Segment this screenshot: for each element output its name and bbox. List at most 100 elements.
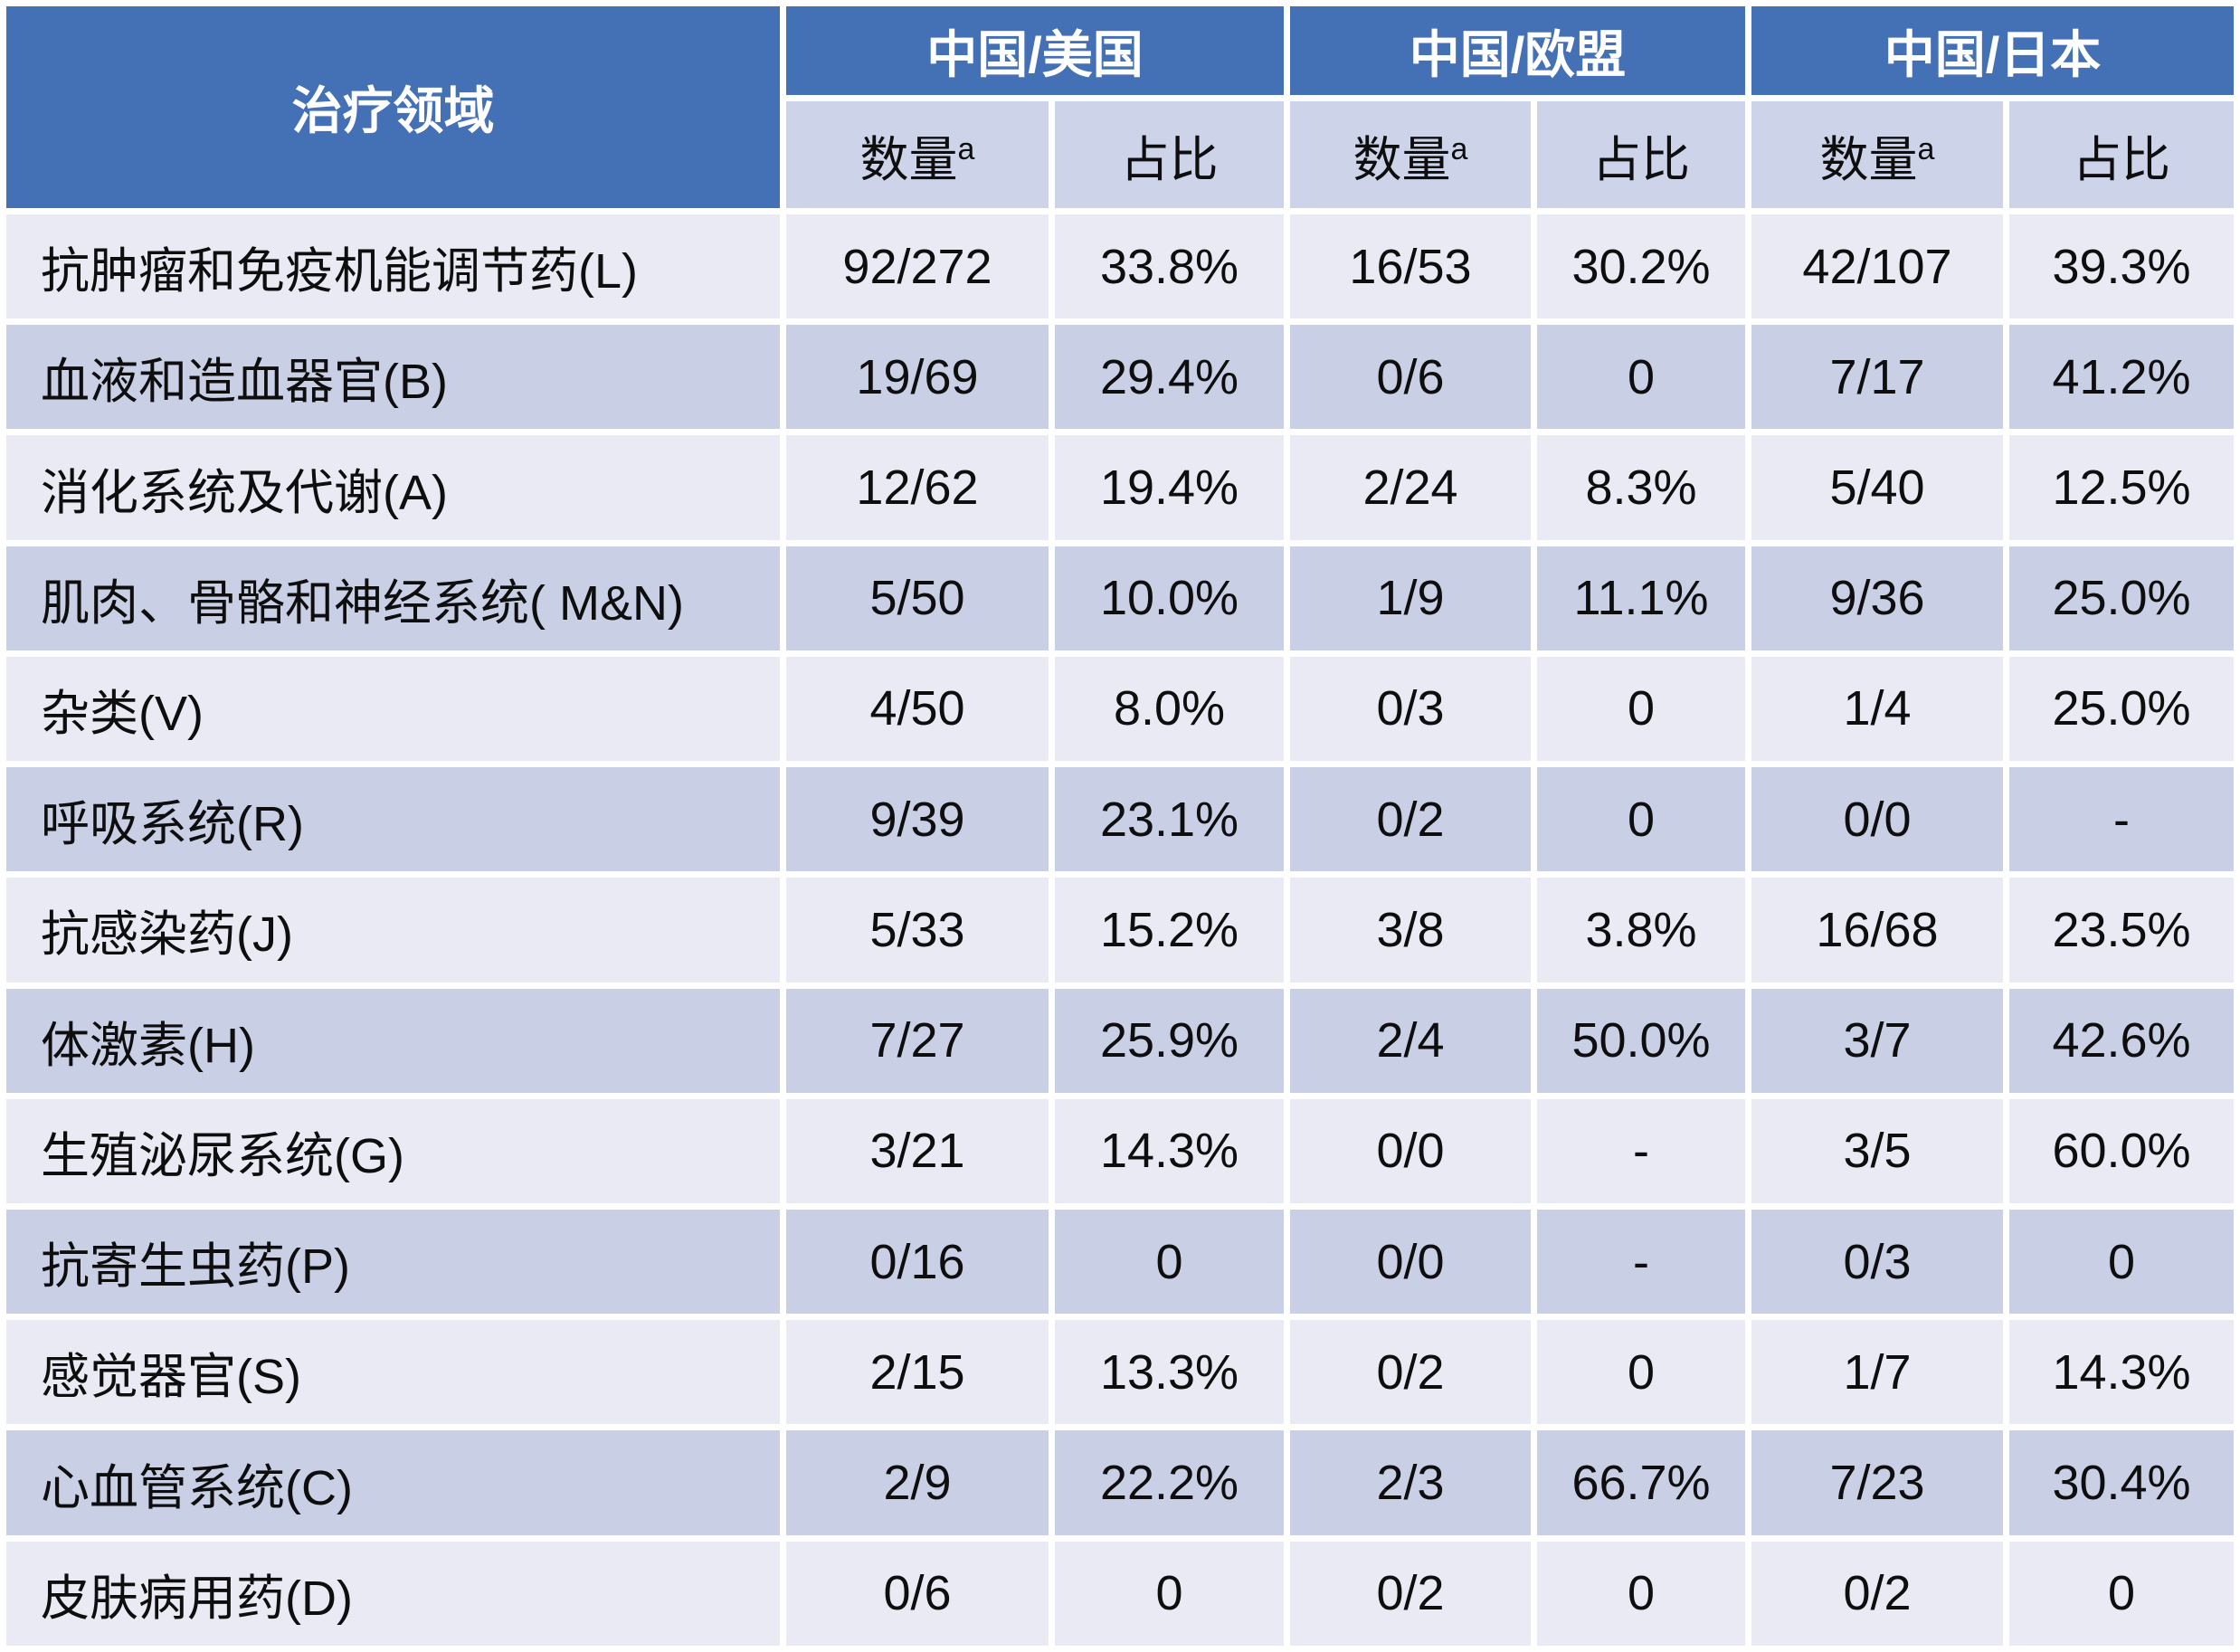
us-count-cell: 4/50 [786, 656, 1049, 762]
us-count-cell: 2/15 [786, 1320, 1049, 1425]
table-row: 呼吸系统(R) 9/39 23.1% 0/2 0 0/0- [6, 767, 2234, 872]
eu-count-cell: 0/2 [1290, 1320, 1531, 1425]
eu-ratio-cell: 11.1% [1537, 546, 1745, 650]
us-ratio-cell: 19.4% [1055, 435, 1284, 540]
eu-ratio-cell: 50.0% [1537, 988, 1745, 1093]
jp-ratio-cell: 25.0% [2009, 656, 2234, 762]
table-row: 消化系统及代谢(A) 12/62 19.4% 2/24 8.3% 5/40 12.5% [6, 435, 2234, 540]
us-count-cell: 2/9 [786, 1430, 1049, 1535]
sub-header-count-superscript: a [1917, 131, 1935, 166]
eu-ratio-cell: 30.2% [1537, 214, 1745, 319]
jp-ratio-cell: 23.5% [2009, 878, 2234, 983]
jp-ratio-cell: 30.4% [2009, 1430, 2234, 1535]
table-header: 治疗领域 中国/美国 中国/欧盟 中国/日本 数量a 占比 数量a 占比 数量a… [6, 6, 2234, 208]
table-row: 心血管系统(C) 2/9 22.2% 2/3 66.7% 7/23 30.4% [6, 1430, 2234, 1535]
therapeutic-area-label: 血液和造血器官(B) [6, 325, 780, 430]
sub-header-ratio-jp: 占比 [2009, 101, 2234, 208]
sub-header-count-jp: 数量a [1751, 101, 2003, 208]
eu-count-cell: 0/3 [1290, 656, 1531, 762]
eu-count-cell: 1/9 [1290, 546, 1531, 650]
table-row: 抗肿瘤和免疫机能调节药(L) 92/272 33.8% 16/53 30.2% 42/10… [6, 214, 2234, 319]
therapeutic-area-label: 肌肉、骨骼和神经系统( M&N) [6, 546, 780, 650]
jp-count-cell: 1/7 [1751, 1320, 2003, 1425]
table-row: 体激素(H) 7/27 25.9% 2/4 50.0% 3/7 42.6% [6, 988, 2234, 1093]
us-ratio-cell: 23.1% [1055, 767, 1284, 872]
therapeutic-area-label: 抗感染药(J) [6, 878, 780, 983]
us-ratio-cell: 33.8% [1055, 214, 1284, 319]
table-row: 杂类(V) 4/50 8.0% 0/3 0 1/4 25.0% [6, 656, 2234, 762]
therapeutic-area-label: 消化系统及代谢(A) [6, 435, 780, 540]
therapeutic-area-label: 生殖泌尿系统(G) [6, 1098, 780, 1203]
us-count-cell: 0/6 [786, 1541, 1049, 1646]
jp-ratio-cell: 41.2% [2009, 325, 2234, 430]
us-ratio-cell: 0 [1055, 1209, 1284, 1315]
therapeutic-area-label: 杂类(V) [6, 656, 780, 762]
table-row: 生殖泌尿系统(G) 3/21 14.3% 0/0-3/5 60.0% [6, 1098, 2234, 1203]
eu-ratio-cell: 0 [1537, 1541, 1745, 1646]
eu-count-cell: 2/24 [1290, 435, 1531, 540]
table-row: 血液和造血器官(B) 19/69 29.4% 0/6 0 7/17 41.2% [6, 325, 2234, 430]
us-ratio-cell: 25.9% [1055, 988, 1284, 1093]
jp-count-cell: 7/17 [1751, 325, 2003, 430]
us-ratio-cell: 8.0% [1055, 656, 1284, 762]
eu-count-cell: 0/6 [1290, 325, 1531, 430]
table-row: 肌肉、骨骼和神经系统( M&N) 5/50 10.0% 1/9 11.1% 9/36 25.… [6, 546, 2234, 650]
sub-header-row: 数量a 占比 数量a 占比 数量a 占比 [6, 101, 2234, 208]
table-row: 感觉器官(S) 2/15 13.3% 0/2 0 1/7 14.3% [6, 1320, 2234, 1425]
jp-count-cell: 0/3 [1751, 1209, 2003, 1315]
us-ratio-cell: 29.4% [1055, 325, 1284, 430]
therapeutic-area-label: 抗肿瘤和免疫机能调节药(L) [6, 214, 780, 319]
jp-count-cell: 5/40 [1751, 435, 2003, 540]
eu-ratio-cell: 8.3% [1537, 435, 1745, 540]
jp-ratio-cell: 0 [2009, 1541, 2234, 1646]
table-row: 抗寄生虫药(P) 0/16 0 0/0-0/3 0 [6, 1209, 2234, 1315]
us-count-cell: 3/21 [786, 1098, 1049, 1203]
us-ratio-cell: 22.2% [1055, 1430, 1284, 1535]
jp-count-cell: 0/2 [1751, 1541, 2003, 1646]
eu-ratio-cell: - [1537, 1209, 1745, 1315]
region-header-row: 治疗领域 中国/美国 中国/欧盟 中国/日本 [6, 6, 2234, 208]
eu-count-cell: 0/0 [1290, 1098, 1531, 1203]
us-ratio-cell: 10.0% [1055, 546, 1284, 650]
therapeutic-area-label: 体激素(H) [6, 988, 780, 1093]
eu-count-cell: 0/0 [1290, 1209, 1531, 1315]
sub-header-count-text: 数量 [859, 132, 958, 187]
eu-ratio-cell: 0 [1537, 656, 1745, 762]
jp-ratio-cell: 12.5% [2009, 435, 2234, 540]
eu-ratio-cell: 0 [1537, 1320, 1745, 1425]
region-header-china-eu: 中国/欧盟 [1290, 6, 1745, 95]
sub-header-ratio-eu: 占比 [1537, 101, 1745, 208]
us-count-cell: 5/50 [786, 546, 1049, 650]
eu-count-cell: 2/3 [1290, 1430, 1531, 1535]
jp-count-cell: 0/0 [1751, 767, 2003, 872]
table-row: 皮肤病用药(D) 0/6 0 0/2 0 0/2 0 [6, 1541, 2234, 1646]
table-row: 抗感染药(J) 5/33 15.2% 3/8 3.8% 16/68 23.5% [6, 878, 2234, 983]
jp-ratio-cell: 25.0% [2009, 546, 2234, 650]
eu-count-cell: 2/4 [1290, 988, 1531, 1093]
jp-ratio-cell: - [2009, 767, 2234, 872]
jp-count-cell: 3/5 [1751, 1098, 2003, 1203]
sub-header-count-superscript: a [1450, 131, 1468, 166]
jp-count-cell: 9/36 [1751, 546, 2003, 650]
eu-count-cell: 3/8 [1290, 878, 1531, 983]
jp-count-cell: 42/107 [1751, 214, 2003, 319]
us-count-cell: 7/27 [786, 988, 1049, 1093]
eu-ratio-cell: 66.7% [1537, 1430, 1745, 1535]
eu-count-cell: 16/53 [1290, 214, 1531, 319]
sub-header-count-text: 数量 [1353, 132, 1451, 187]
jp-ratio-cell: 42.6% [2009, 988, 2234, 1093]
sub-header-count-eu: 数量a [1290, 101, 1531, 208]
jp-count-cell: 7/23 [1751, 1430, 2003, 1535]
sub-header-count-text: 数量 [1819, 132, 1918, 187]
jp-ratio-cell: 14.3% [2009, 1320, 2234, 1425]
us-count-cell: 12/62 [786, 435, 1049, 540]
us-ratio-cell: 15.2% [1055, 878, 1284, 983]
therapeutic-area-label: 感觉器官(S) [6, 1320, 780, 1425]
corner-header-cell: 治疗领域 [6, 6, 780, 208]
us-count-cell: 92/272 [786, 214, 1049, 319]
therapeutic-area-label: 抗寄生虫药(P) [6, 1209, 780, 1315]
jp-count-cell: 1/4 [1751, 656, 2003, 762]
jp-ratio-cell: 0 [2009, 1209, 2234, 1315]
us-ratio-cell: 0 [1055, 1541, 1284, 1646]
